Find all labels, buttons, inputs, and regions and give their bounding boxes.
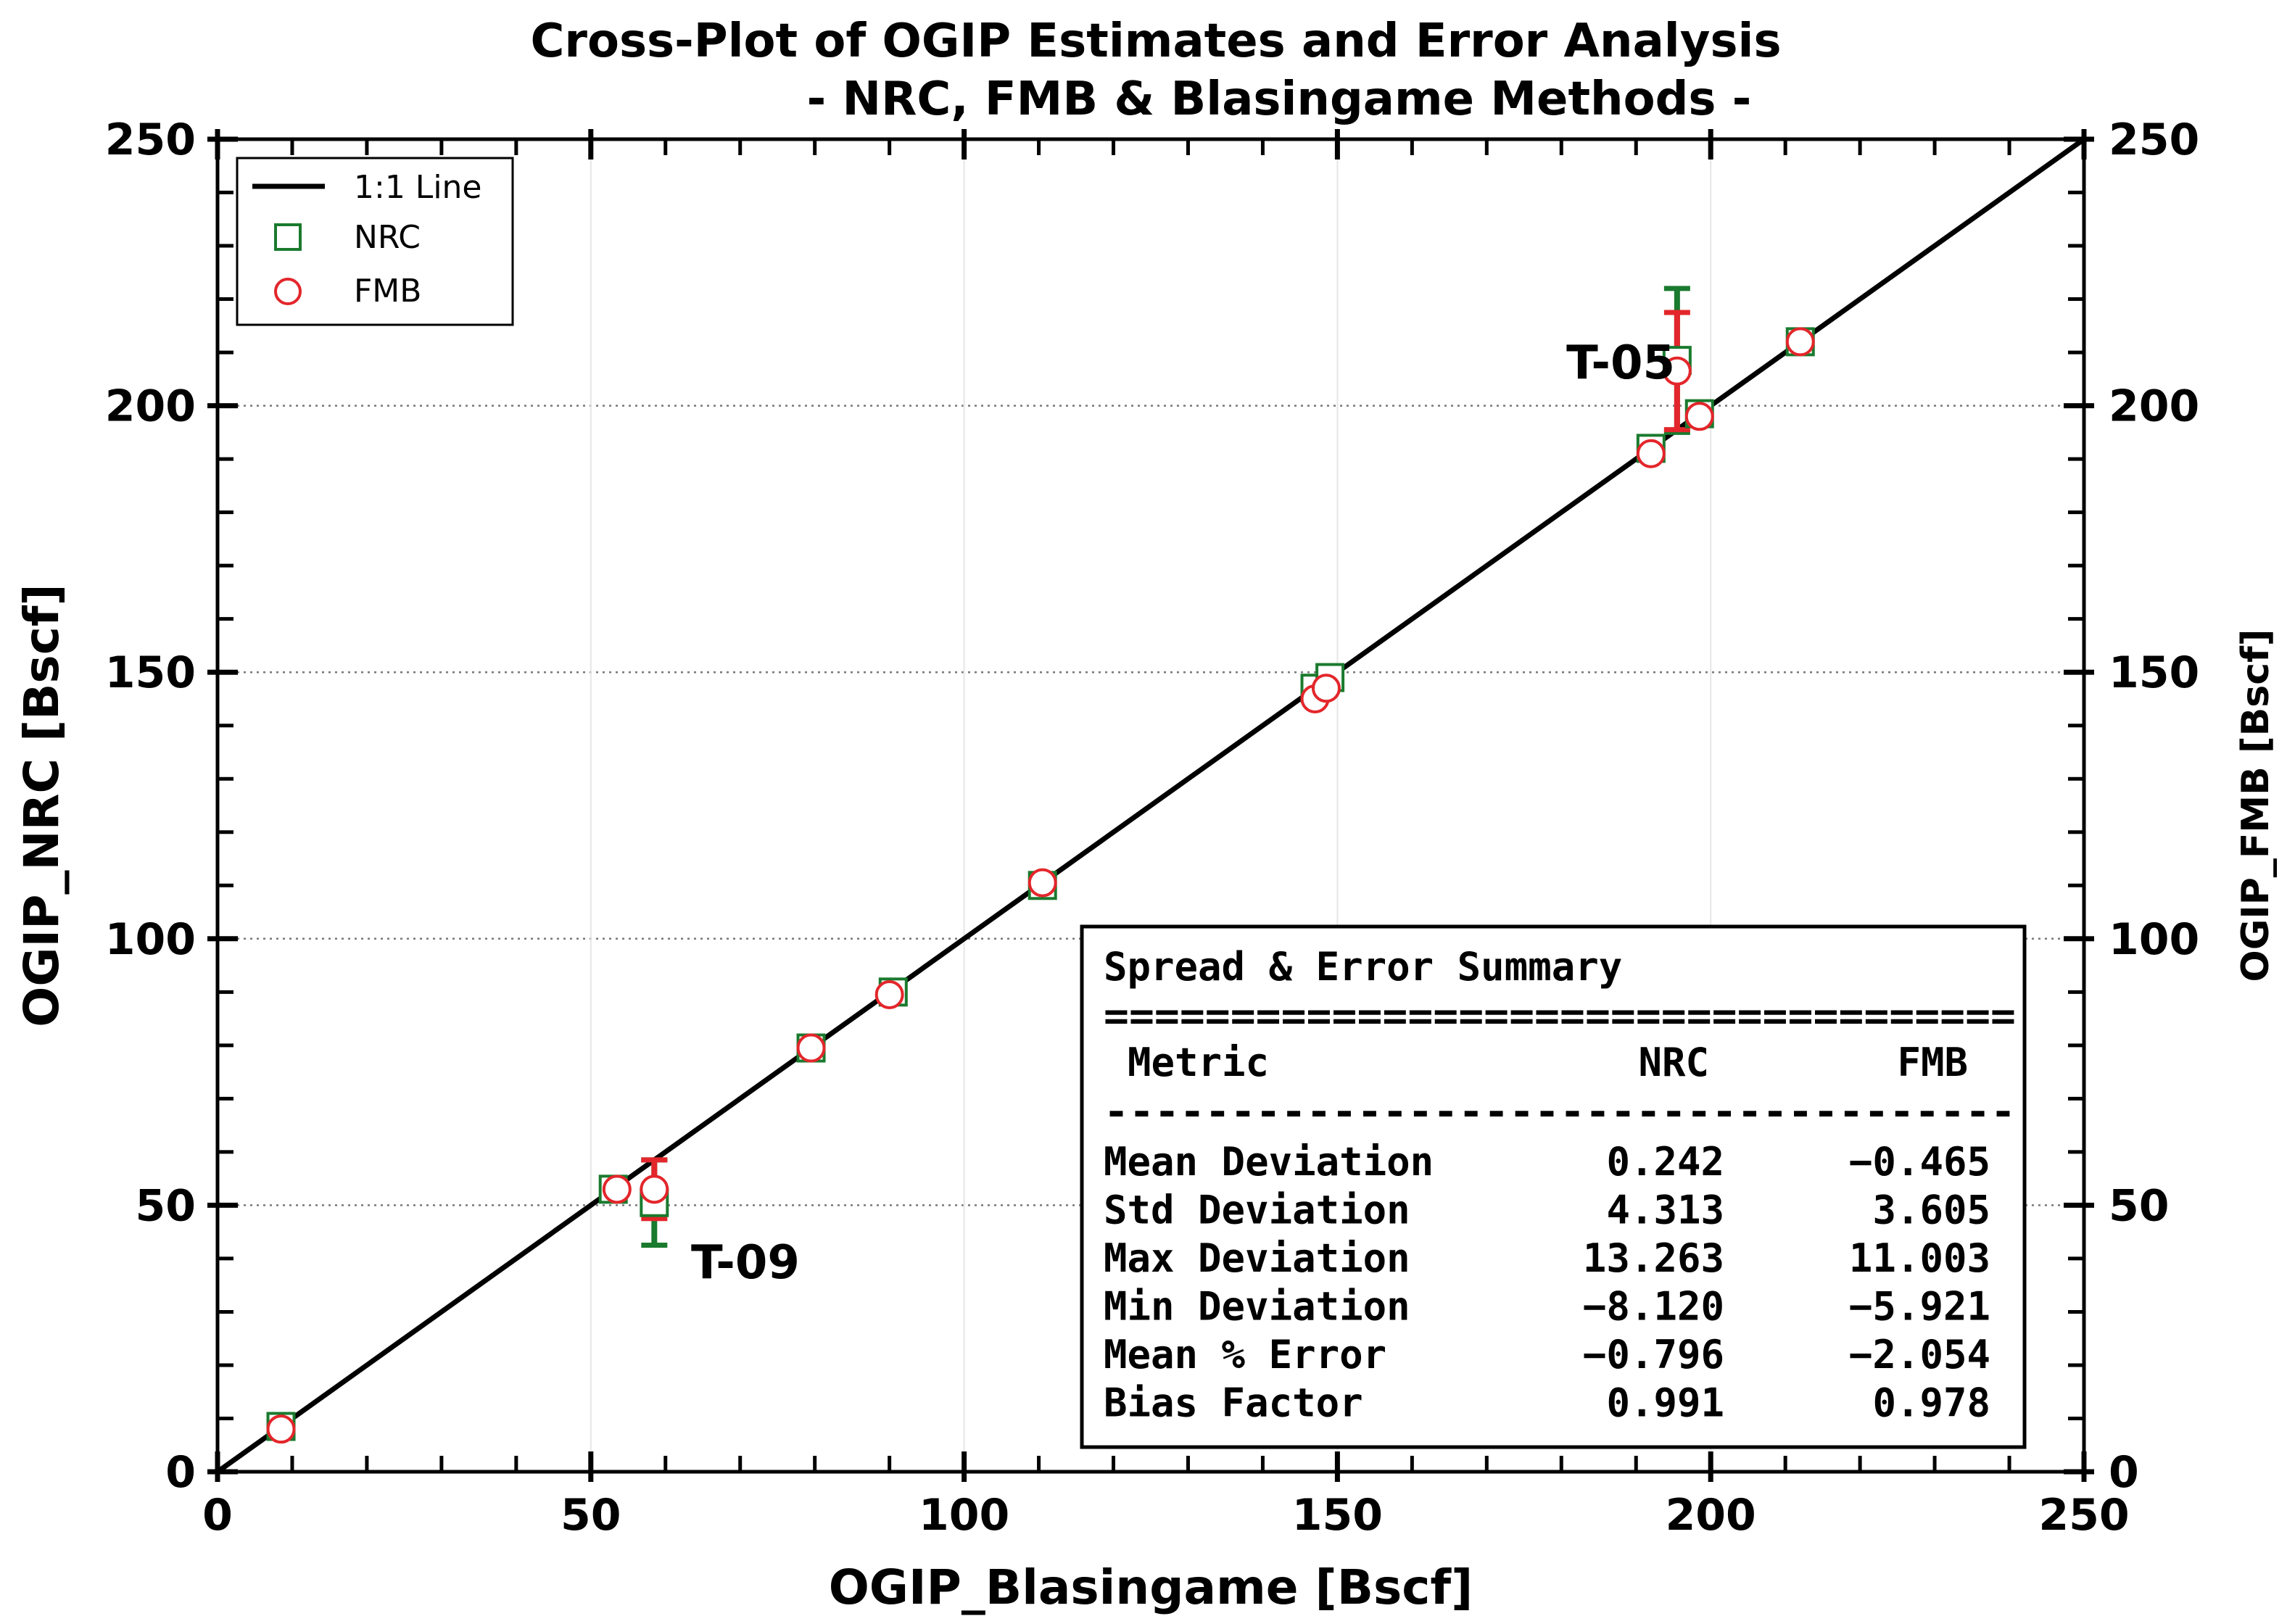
y-right-tick-label-250: 250 [2109, 115, 2199, 165]
fmb-point-1 [602, 1174, 632, 1204]
summary-row-metric-3: Min Deviation [1104, 1284, 1410, 1330]
fmb-point-9 [1662, 356, 1692, 386]
summary-row-metric-1: Std Deviation [1104, 1188, 1410, 1233]
y-tick-label-150: 150 [105, 647, 196, 698]
summary-row-fmb-1: 3.605 [1872, 1188, 1990, 1233]
fmb-point-8 [1636, 439, 1666, 468]
y-tick-label-100: 100 [105, 914, 196, 965]
fmb-point-10 [1684, 402, 1714, 431]
legend: 1:1 Line NRC FMB [236, 157, 514, 326]
y-tick-label-200: 200 [105, 381, 196, 432]
annotation-t05: T-05 [1566, 336, 1675, 390]
summary-row-metric-4: Mean % Error [1104, 1332, 1386, 1378]
legend-label-nrc: NRC [354, 219, 421, 256]
y-right-tick-label-0: 0 [2109, 1447, 2139, 1498]
fmb-point-2 [640, 1174, 669, 1204]
y-axis-right-label: OGIP_FMB [Bscf] [2234, 629, 2278, 982]
x-tick-label-200: 200 [1666, 1490, 1756, 1541]
y-right-tick-label-200: 200 [2109, 381, 2199, 432]
summary-row-fmb-4: −2.054 [1849, 1332, 1990, 1378]
legend-circle-swatch [274, 278, 302, 305]
summary-box-frame [1080, 924, 2027, 1449]
y-axis-label: OGIP_NRC [Bscf] [14, 584, 70, 1027]
summary-row-nrc-1: 4.313 [1606, 1188, 1724, 1233]
summary-row-fmb-5: 0.978 [1872, 1380, 1990, 1426]
chart-title: Cross-Plot of OGIP Estimates and Error A… [530, 14, 1781, 68]
x-tick-label-50: 50 [561, 1490, 621, 1541]
one-to-one-line-layer [215, 137, 2086, 1474]
y-tick-label-50: 50 [136, 1180, 197, 1231]
summary-row-nrc-3: −8.120 [1583, 1284, 1724, 1330]
summary-header-nrc: NRC [1638, 1040, 1709, 1085]
x-tick-label-250: 250 [2038, 1490, 2129, 1541]
summary-row-nrc-2: 13.263 [1583, 1235, 1724, 1281]
summary-row-nrc-4: −0.796 [1583, 1332, 1724, 1378]
axis-tick-labels: 0 50 100 150 200 2500501001502002500501001502… [105, 115, 2200, 1541]
summary-row-metric-5: Bias Factor [1104, 1380, 1363, 1426]
axis-ticks [207, 129, 2094, 1482]
fmb-point-3 [796, 1033, 826, 1063]
annotation-t09: T-09 [691, 1236, 800, 1290]
plot-frame [215, 137, 2086, 1474]
summary-row-fmb-3: −5.921 [1849, 1284, 1990, 1330]
fmb-point-11 [1785, 327, 1815, 357]
y-tick-label-0: 0 [165, 1447, 196, 1498]
summary-row-metric-0: Mean Deviation [1104, 1139, 1434, 1185]
x-tick-label-150: 150 [1292, 1490, 1383, 1541]
summary-row-nrc-5: 0.991 [1606, 1380, 1724, 1426]
one-to-one-line [215, 137, 2086, 1474]
data-markers [266, 327, 1815, 1444]
summary-rows: Mean Deviation 0.242 −0.465 Std Deviation 4.… [1104, 1139, 1990, 1426]
summary-header-fmb: FMB [1897, 1040, 1968, 1085]
y-right-tick-label-150: 150 [2109, 647, 2199, 698]
summary-header-metric: Metric [1128, 1040, 1269, 1085]
summary-row-fmb-0: −0.465 [1849, 1139, 1990, 1185]
fmb-point-5 [1027, 868, 1057, 898]
fmb-point-4 [874, 979, 904, 1009]
summary-row-metric-2: Max Deviation [1104, 1235, 1410, 1281]
y-right-tick-label-100: 100 [2109, 914, 2199, 965]
summary-row-nrc-0: 0.242 [1606, 1139, 1724, 1185]
x-tick-label-0: 0 [202, 1490, 233, 1541]
x-axis-label: OGIP_Blasingame [Bscf] [829, 1559, 1473, 1615]
summary-single-rule: ------------------------------------ [1104, 1089, 2016, 1135]
fmb-point-7 [1311, 674, 1341, 703]
summary-double-rule: ==================================== [1104, 993, 2016, 1039]
summary-box: Spread & Error Summary =================… [1080, 924, 2027, 1449]
fmb-point-0 [266, 1414, 296, 1444]
legend-square-swatch [274, 223, 302, 251]
y-right-tick-label-50: 50 [2109, 1180, 2170, 1231]
legend-label-fmb: FMB [354, 273, 421, 310]
legend-label-1to1: 1:1 Line [354, 169, 482, 206]
summary-title: Spread & Error Summary [1104, 944, 1622, 990]
summary-row-fmb-2: 11.003 [1849, 1235, 1990, 1281]
y-tick-label-250: 250 [105, 115, 196, 165]
chart-subtitle: - NRC, FMB & Blasingame Methods - [807, 72, 1752, 126]
x-tick-label-100: 100 [919, 1490, 1009, 1541]
